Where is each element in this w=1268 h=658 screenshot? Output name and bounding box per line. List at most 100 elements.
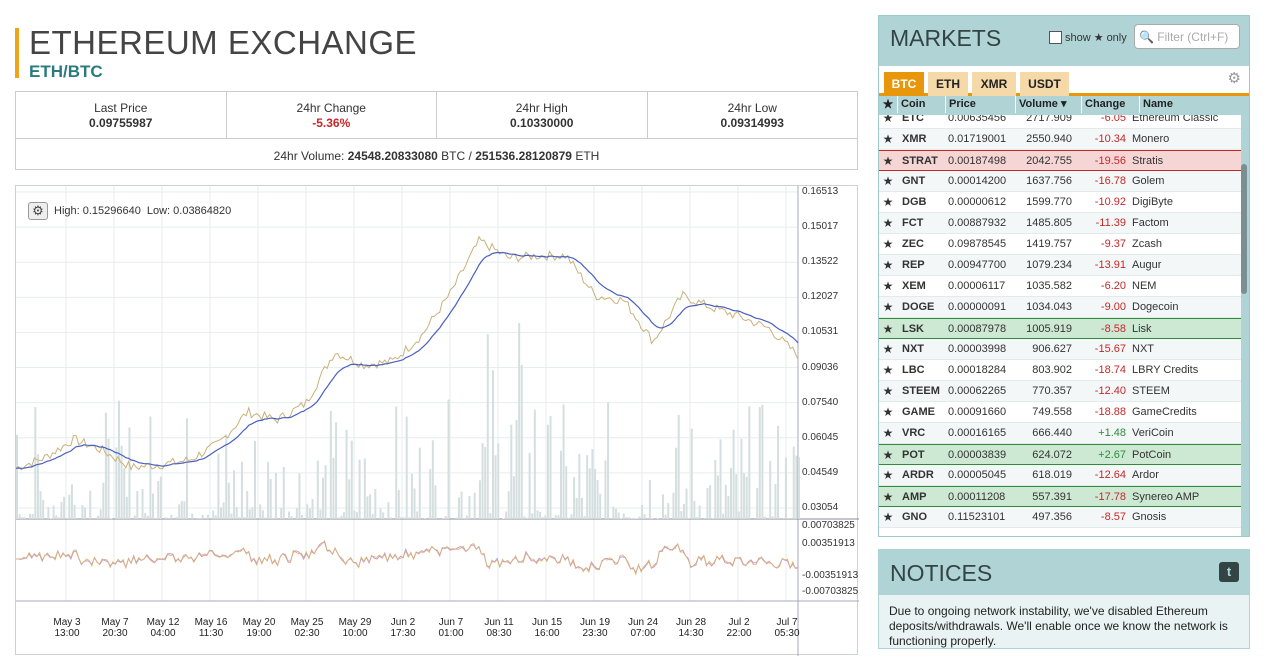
volume-bar <box>720 439 722 519</box>
price: 0.00000091 <box>945 297 1017 317</box>
twitter-icon[interactable]: t <box>1219 562 1239 582</box>
volume-bar <box>683 504 685 519</box>
star-column-icon[interactable]: ★ <box>879 96 897 113</box>
x-tick-time: 05:30 <box>774 628 799 639</box>
market-row[interactable]: ★ STRAT 0.00187498 2042.755 -19.56 Strat… <box>879 150 1241 171</box>
market-row[interactable]: ★ GNT 0.00014200 1637.756 -16.78 Golem <box>879 171 1241 192</box>
star-icon[interactable]: ★ <box>879 339 897 359</box>
star-icon[interactable]: ★ <box>879 213 897 233</box>
star-icon[interactable]: ★ <box>879 255 897 275</box>
market-row[interactable]: ★ STEEM 0.00062265 770.357 -12.40 STEEM <box>879 381 1241 402</box>
star-icon[interactable]: ★ <box>879 402 897 422</box>
tab-btc[interactable]: BTC <box>884 72 924 96</box>
coin: VRC <box>897 423 945 443</box>
y-tick-label: 0.13522 <box>802 256 838 267</box>
star-icon[interactable]: ★ <box>879 115 897 128</box>
market-row[interactable]: ★ REP 0.00947700 1079.234 -13.91 Augur <box>879 255 1241 276</box>
col-coin[interactable]: Coin <box>897 96 945 113</box>
volume-bar <box>170 515 172 519</box>
x-tick-time: 22:00 <box>726 628 751 639</box>
star-icon[interactable]: ★ <box>879 151 897 170</box>
volume-bar <box>398 490 400 519</box>
market-row[interactable]: ★ VRC 0.00016165 666.440 +1.48 VeriCoin <box>879 423 1241 444</box>
market-row[interactable]: ★ AMP 0.00011208 557.391 -17.78 Synereo … <box>879 486 1241 507</box>
market-row[interactable]: ★ ARDR 0.00005045 618.019 -12.64 Ardor <box>879 465 1241 486</box>
markets-table-body[interactable]: ★ ETC 0.00635456 2717.909 -6.05 Ethereum… <box>879 115 1241 536</box>
x-tick-time: 13:00 <box>54 628 79 639</box>
volume-bar <box>429 469 431 519</box>
volume-bar <box>186 418 188 519</box>
y-tick-label: 0.03054 <box>802 502 838 513</box>
market-row[interactable]: ★ GNO 0.11523101 497.356 -8.57 Gnosis <box>879 507 1241 528</box>
tab-xmr[interactable]: XMR <box>972 72 1016 96</box>
volume-bar <box>233 470 235 519</box>
volume-bar <box>322 478 324 519</box>
star-icon[interactable]: ★ <box>879 487 897 506</box>
col-volume[interactable]: Volume ▾ <box>1015 96 1081 113</box>
volume-bar <box>42 500 44 519</box>
change: -9.00 <box>1072 297 1132 317</box>
low-value: 0.09314993 <box>648 116 858 130</box>
star-icon[interactable]: ★ <box>879 171 897 191</box>
star-icon[interactable]: ★ <box>879 297 897 317</box>
market-row[interactable]: ★ XMR 0.01719001 2550.940 -10.34 Monero <box>879 129 1241 150</box>
x-tick-time: 19:00 <box>246 628 271 639</box>
volume-bar <box>351 441 353 519</box>
tab-usdt[interactable]: USDT <box>1020 72 1069 96</box>
y-tick-label: 0.04549 <box>802 467 838 478</box>
col-name[interactable]: Name <box>1139 96 1249 113</box>
checkbox[interactable] <box>1049 31 1062 44</box>
star-icon[interactable]: ★ <box>879 507 897 527</box>
market-row[interactable]: ★ NXT 0.00003998 906.627 -15.67 NXT <box>879 339 1241 360</box>
market-row[interactable]: ★ LBC 0.00018284 803.902 -18.74 LBRY Cre… <box>879 360 1241 381</box>
volume-bar <box>455 518 457 519</box>
x-tick-date: May 29 <box>339 617 372 628</box>
volume: 1005.919 <box>1017 319 1072 338</box>
market-row[interactable]: ★ POT 0.00003839 624.072 +2.67 PotCoin <box>879 444 1241 465</box>
filter-input[interactable]: 🔍 Filter (Ctrl+F) <box>1134 24 1240 49</box>
scrollbar[interactable] <box>1241 164 1247 294</box>
chart-canvas[interactable] <box>16 186 859 656</box>
volume-bar <box>105 413 107 519</box>
volume-bar <box>516 420 518 519</box>
star-icon[interactable]: ★ <box>879 129 897 149</box>
show-starred-only-toggle[interactable]: show ★ only <box>1049 31 1127 44</box>
col-price[interactable]: Price <box>945 96 1015 113</box>
volume-bar <box>361 518 363 519</box>
star-icon[interactable]: ★ <box>879 445 897 464</box>
col-change[interactable]: Change <box>1081 96 1139 113</box>
volume-bar <box>220 507 222 519</box>
star-icon[interactable]: ★ <box>879 465 897 485</box>
market-row[interactable]: ★ XEM 0.00006117 1035.582 -6.20 NEM <box>879 276 1241 297</box>
coin-name: Synereo AMP <box>1132 487 1241 506</box>
star-icon[interactable]: ★ <box>879 192 897 212</box>
market-row[interactable]: ★ DOGE 0.00000091 1034.043 -9.00 Dogecoi… <box>879 297 1241 318</box>
market-row[interactable]: ★ LSK 0.00087978 1005.919 -8.58 Lisk <box>879 318 1241 339</box>
volume-bar <box>547 425 549 519</box>
volume-bar <box>769 461 771 519</box>
market-row[interactable]: ★ ZEC 0.09878545 1419.757 -9.37 Zcash <box>879 234 1241 255</box>
gear-icon[interactable]: ⚙ <box>1228 69 1241 87</box>
high-label: 24hr High <box>516 101 568 115</box>
market-row[interactable]: ★ DGB 0.00000612 1599.770 -10.92 DigiByt… <box>879 192 1241 213</box>
market-row[interactable]: ★ FCT 0.00887932 1485.805 -11.39 Factom <box>879 213 1241 234</box>
star-icon[interactable]: ★ <box>879 423 897 443</box>
volume-bar <box>573 477 575 519</box>
volume-bar <box>743 473 745 519</box>
volume-bar <box>81 505 83 519</box>
star-icon[interactable]: ★ <box>879 234 897 254</box>
star-icon[interactable]: ★ <box>879 381 897 401</box>
coin: GNO <box>897 507 945 527</box>
star-icon[interactable]: ★ <box>879 360 897 380</box>
x-tick-time: 07:00 <box>630 628 655 639</box>
market-row[interactable]: ★ GAME 0.00091660 749.558 -18.88 GameCre… <box>879 402 1241 423</box>
star-icon[interactable]: ★ <box>879 319 897 338</box>
price-chart[interactable]: ⚙ High: 0.15296640 Low: 0.03864820 0.165… <box>15 185 858 655</box>
volume-bar <box>628 517 630 519</box>
market-row[interactable]: ★ ETC 0.00635456 2717.909 -6.05 Ethereum… <box>879 115 1241 129</box>
change: -6.05 <box>1072 115 1132 128</box>
star-icon[interactable]: ★ <box>879 276 897 296</box>
tab-eth[interactable]: ETH <box>928 72 968 96</box>
chart-settings-icon[interactable]: ⚙ <box>28 202 48 220</box>
volume-bar <box>557 515 559 519</box>
